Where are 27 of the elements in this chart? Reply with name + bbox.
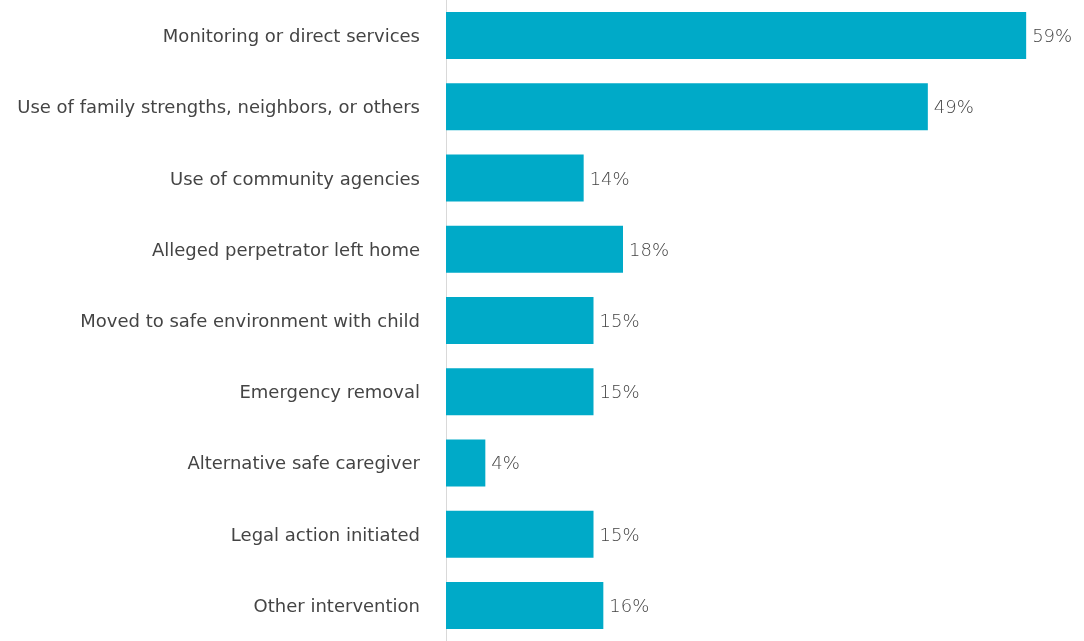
y-tick-label: Alternative safe caregiver [187, 452, 421, 474]
y-tick-label: Use of community agencies [170, 167, 420, 189]
data-label: 18% [629, 238, 670, 260]
bar [446, 12, 1027, 60]
data-label: 15% [599, 310, 640, 331]
data-label: 49% [933, 96, 974, 118]
y-tick-label: Use of family strengths, neighbors, or others [17, 96, 420, 118]
bar [446, 225, 623, 273]
data-label: 15% [599, 381, 640, 403]
data-label: 59% [1032, 25, 1073, 47]
y-tick-label: Emergency removal [239, 381, 420, 403]
bar [446, 439, 486, 487]
data-label: 15% [599, 523, 640, 545]
data-label: 4% [491, 452, 520, 474]
bar [446, 154, 584, 202]
data-label: 14% [589, 167, 630, 189]
y-tick-label: Moved to safe environment with child [80, 310, 420, 331]
bar [446, 83, 928, 131]
data-label: 16% [609, 594, 650, 616]
y-tick-label: Other intervention [253, 594, 420, 616]
y-tick-label: Legal action initiated [230, 523, 420, 545]
bar [446, 510, 594, 558]
bar [446, 581, 604, 629]
bar [446, 297, 594, 344]
y-tick-label: Alleged perpetrator left home [151, 238, 420, 260]
bar [446, 368, 594, 416]
y-tick-label: Monitoring or direct services [162, 25, 420, 47]
